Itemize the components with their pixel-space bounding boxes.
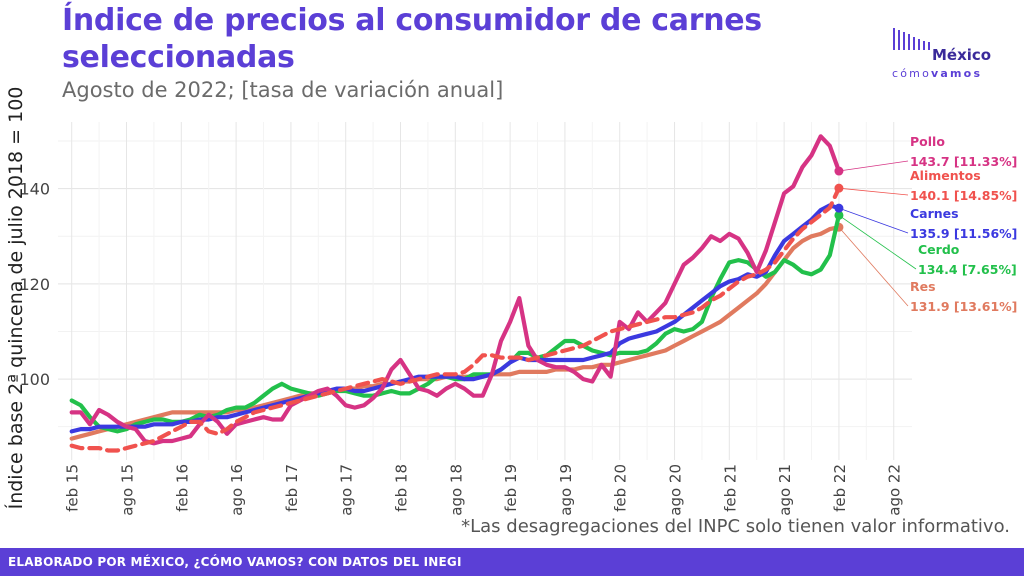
series-lines (69, 134, 844, 453)
series-value-label: 143.7 [11.33%] (910, 154, 1017, 169)
x-tick-label: feb 15 (64, 464, 82, 512)
x-tick-label: ago 20 (667, 464, 685, 516)
logo-text-bottom: cómovamos (892, 67, 982, 80)
series-value-label: 135.9 [11.56%] (910, 226, 1017, 241)
series-line-cerdo (69, 213, 842, 434)
leader-line (838, 207, 909, 234)
x-tick-label: feb 17 (283, 464, 301, 512)
chart-subtitle: Agosto de 2022; [tasa de variación anual… (62, 78, 504, 102)
series-line-carnes (69, 203, 842, 434)
series-value-label: 134.4 [7.65%] (918, 262, 1017, 277)
series-line-alimentos (69, 186, 842, 453)
logo-bars-icon (893, 28, 930, 50)
x-tick-label: ago 19 (557, 464, 575, 516)
y-axis-label: Índice base 2ª quincena de julio 2018 = … (4, 87, 27, 510)
series-name-label: Carnes (910, 206, 959, 221)
leader-line (838, 160, 909, 172)
logo-text-bold: vamos (931, 67, 983, 80)
series-name-label: Alimentos (910, 168, 981, 183)
x-tick-label: feb 20 (612, 464, 630, 512)
x-tick-label: ago 18 (447, 464, 465, 516)
y-tick-label: 140 (19, 180, 50, 199)
x-tick-label: ago 22 (886, 464, 904, 516)
x-tick-label: feb 19 (502, 464, 520, 512)
x-tick-label: feb 22 (831, 464, 849, 512)
x-tick-label: ago 16 (228, 464, 246, 516)
chart-title: Índice de precios al consumidor de carne… (62, 3, 762, 75)
leader-line (838, 226, 909, 307)
x-tick-label: ago 15 (119, 464, 137, 516)
x-tick-label: ago 17 (338, 464, 356, 516)
logo: México cómovamos (888, 24, 1008, 84)
series-name-label: Pollo (910, 134, 945, 149)
x-tick-label: feb 21 (721, 464, 739, 512)
series-labels: Pollo 143.7 [11.33%]Alimentos 140.1 [14.85… (838, 134, 1017, 314)
series-value-label: 131.9 [13.61%] (910, 299, 1017, 314)
y-tick-labels: 100 120 140 (19, 180, 50, 389)
series-value-label: 140.1 [14.85%] (910, 188, 1017, 203)
logo-text-top: México (932, 46, 992, 64)
line-chart: 100 120 140 feb 15 ago 15 feb 16 ago 16 feb 17… (4, 87, 1017, 516)
series-name-label: Res (910, 279, 936, 294)
x-tick-label: feb 18 (393, 464, 411, 512)
series-name-label: Cerdo (918, 242, 960, 257)
y-tick-label: 100 (19, 370, 50, 389)
logo-text-light: cómo (892, 67, 932, 80)
x-tick-label: feb 16 (173, 464, 191, 512)
y-tick-label: 120 (19, 275, 50, 294)
footnote: *Las desagregaciones del INPC solo tiene… (461, 516, 1010, 537)
footer-text: ELABORADO POR MÉXICO, ¿CÓMO VAMOS? CON D… (8, 555, 462, 569)
x-tick-labels: feb 15 ago 15 feb 16 ago 16 feb 17 ago 17 feb … (64, 464, 904, 516)
x-tick-label: ago 21 (776, 464, 794, 516)
grid (58, 122, 912, 460)
leader-line (838, 214, 917, 270)
leader-line (838, 187, 909, 196)
footer-bar: ELABORADO POR MÉXICO, ¿CÓMO VAMOS? CON D… (0, 548, 1024, 576)
